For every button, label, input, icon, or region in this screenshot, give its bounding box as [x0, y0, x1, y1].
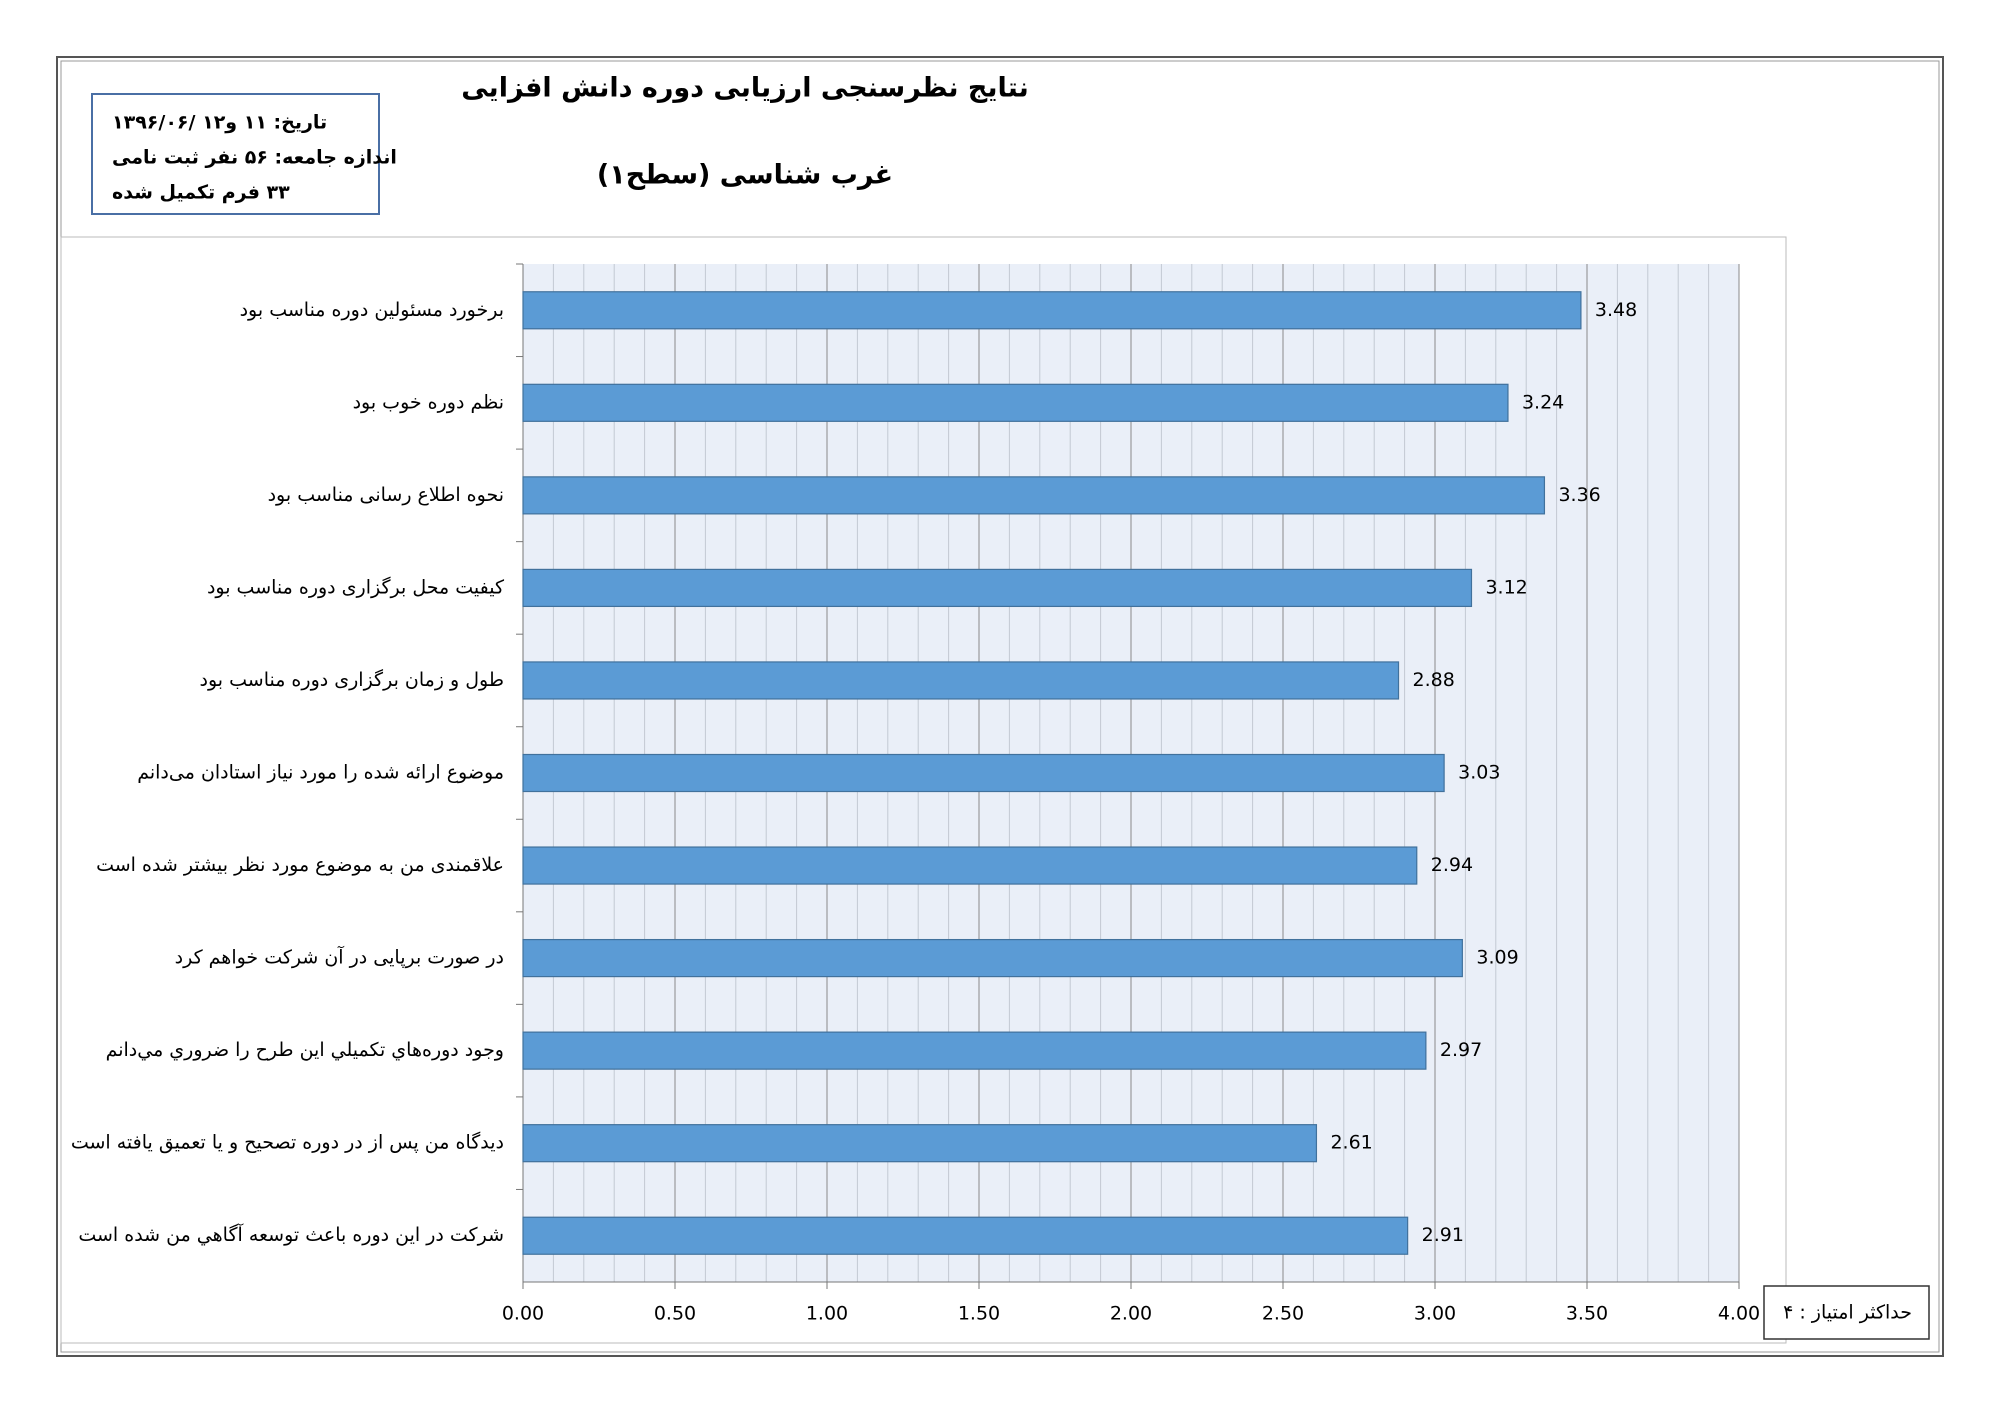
y-tick-label: موضوع ارائه شده را مورد نیاز استادان می‌…: [137, 762, 504, 784]
info-line: تاریخ: ۱۱ و۱۲ /۱۳۹۶/۰۶: [112, 112, 327, 134]
data-label: 2.91: [1422, 1224, 1464, 1246]
bar: [522, 1216, 1409, 1255]
bar: [522, 938, 1463, 978]
y-tick-label: برخورد مسئولین دوره مناسب بود: [240, 299, 504, 321]
x-tick-label: 2.00: [1110, 1303, 1152, 1325]
x-tick-label: 0.50: [654, 1303, 696, 1325]
y-tick-label: شرکت در این دوره باعث توسعه آگاهي من شده…: [78, 1222, 504, 1246]
data-label: 3.03: [1458, 762, 1500, 784]
x-tick-label: 4.00: [1718, 1303, 1760, 1325]
bar: [522, 568, 1473, 608]
y-tick-label: نحوه اطلاع رسانی مناسب بود: [268, 484, 504, 506]
bar: [522, 291, 1582, 330]
note-box: [1763, 1285, 1930, 1340]
x-tick-label: 3.00: [1414, 1303, 1456, 1325]
note: حداکثر امتیاز : ۴: [1783, 1302, 1912, 1324]
x-tick-label: 1.50: [958, 1303, 1000, 1325]
data-label: 3.12: [1485, 576, 1527, 598]
data-label: 2.88: [1413, 669, 1455, 691]
bar: [522, 1031, 1427, 1070]
info-line: ۳۳ فرم تکمیل شده: [112, 182, 290, 204]
chart-title: نتایج نظرسنجی ارزیابی دوره دانش افزایی: [461, 73, 1029, 104]
bar: [522, 753, 1445, 793]
y-tick-label: کیفیت محل برگزاری دوره مناسب بود: [207, 575, 505, 598]
info-box: [91, 93, 380, 215]
bar: [522, 661, 1400, 700]
data-label: 2.61: [1330, 1132, 1372, 1154]
data-label: 2.97: [1440, 1039, 1482, 1061]
data-label: 3.09: [1476, 947, 1518, 969]
chart-subtitle: غرب شناسی (سطح۱): [597, 160, 893, 191]
x-tick-label: 0.00: [502, 1303, 544, 1325]
y-tick-label: وجود دوره‌هاي تكميلي اين طرح را ضروري مي…: [106, 1039, 504, 1061]
y-tick-label: در صورت برپایی در آن شرکت خواهم کرد: [175, 945, 504, 969]
y-tick-label: طول و زمان برگزاری دوره مناسب بود: [200, 668, 504, 691]
data-label: 2.94: [1431, 854, 1473, 876]
x-tick-label: 1.00: [806, 1303, 848, 1325]
data-label: 3.48: [1595, 299, 1637, 321]
bar: [522, 383, 1509, 422]
y-tick-label: نظم دوره خوب بود: [353, 391, 504, 413]
bar: [522, 476, 1546, 515]
x-tick-label: 2.50: [1262, 1303, 1304, 1325]
y-tick-label: دیدگاه من پس از در دوره تصحیح و یا تعمیق…: [71, 1131, 504, 1154]
data-label: 3.36: [1558, 484, 1600, 506]
outer-frame: [56, 56, 1944, 1357]
bar: [522, 1124, 1318, 1163]
info-line: اندازه جامعه: ۵۶ نفر ثبت نامی: [112, 147, 397, 169]
bar: [522, 846, 1418, 885]
x-tick-label: 3.50: [1566, 1303, 1608, 1325]
data-label: 3.24: [1522, 391, 1564, 413]
y-tick-label: علاقمندی من به موضوع مورد نظر بیشتر شده …: [96, 854, 504, 876]
